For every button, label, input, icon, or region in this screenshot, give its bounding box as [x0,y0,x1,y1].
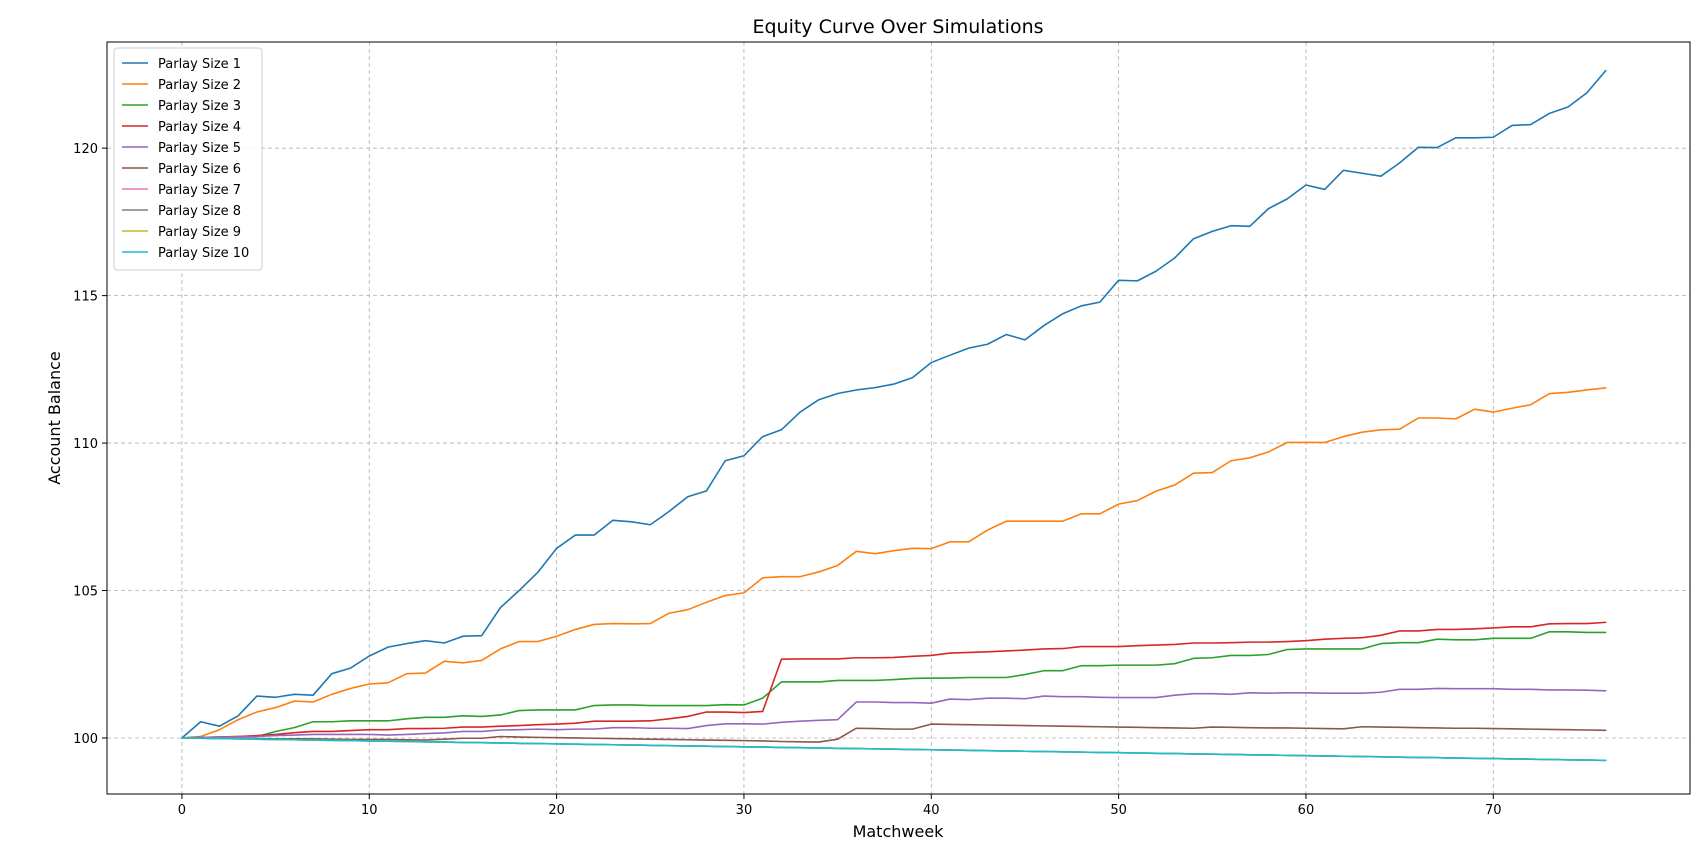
legend-label: Parlay Size 8 [158,204,241,219]
series-line-parlay-size-3 [181,630,1607,739]
legend-label: Parlay Size 4 [158,120,241,135]
x-tick-label: 50 [1110,803,1127,818]
series-line-parlay-size-1 [181,69,1607,739]
x-tick-label: 60 [1298,803,1315,818]
x-tick-label: 10 [361,803,378,818]
x-tick-label: 30 [736,803,753,818]
x-tick-label: 0 [178,803,186,818]
y-tick-label: 115 [73,290,98,305]
chart-title: Equity Curve Over Simulations [752,16,1043,38]
x-axis-ticks: 0 10 20 30 40 50 60 70 [178,794,1502,818]
y-axis-ticks: 100 105 110 115 120 [73,142,107,747]
legend-label: Parlay Size 7 [158,183,241,198]
series-line-parlay-size-5 [181,687,1607,739]
legend-label: Parlay Size 3 [158,99,241,114]
series-line-parlay-size-6 [181,723,1607,743]
legend-label: Parlay Size 2 [158,78,241,93]
legend-label: Parlay Size 10 [158,246,249,261]
series-lines [181,69,1607,762]
x-axis-label: Matchweek [853,822,945,841]
x-tick-label: 70 [1485,803,1502,818]
series-line-parlay-size-2 [181,387,1607,739]
y-tick-label: 120 [73,142,98,157]
series-line-parlay-size-4 [181,621,1607,739]
x-tick-label: 40 [923,803,940,818]
grid [107,42,1690,794]
y-axis-label: Account Balance [45,351,64,485]
legend-box [113,47,263,271]
plot-frame [106,41,1691,795]
x-tick-label: 20 [548,803,565,818]
legend-label: Parlay Size 5 [158,141,241,156]
legend-label: Parlay Size 9 [158,225,241,240]
y-tick-label: 105 [73,585,98,600]
series-line-parlay-size-10 [181,737,1607,762]
y-tick-label: 100 [73,732,98,747]
legend-label: Parlay Size 1 [158,57,241,72]
legend: Parlay Size 1 Parlay Size 2 Parlay Size 3 P… [113,47,263,271]
y-tick-label: 110 [73,437,98,452]
legend-label: Parlay Size 6 [158,162,241,177]
